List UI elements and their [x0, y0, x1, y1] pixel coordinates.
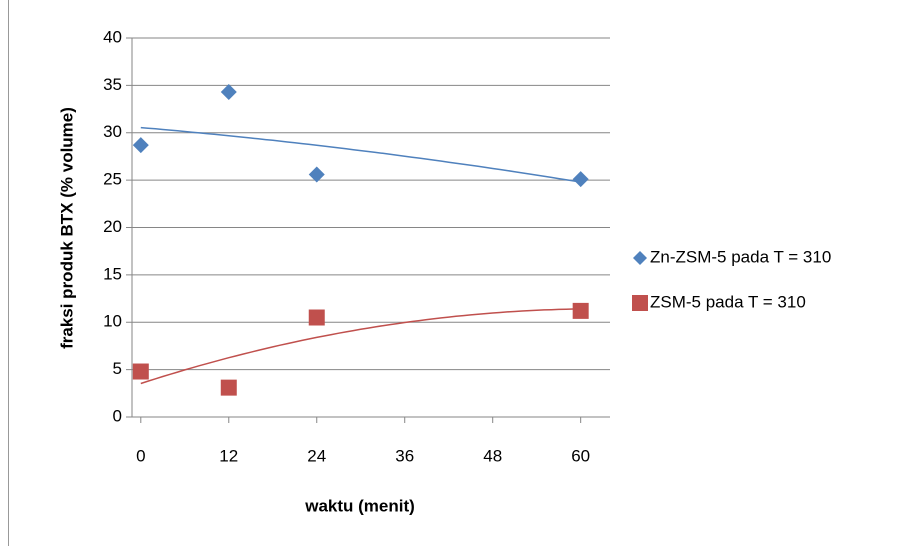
x-tick-label: 60: [571, 446, 590, 465]
x-axis-label: waktu (menit): [304, 496, 415, 515]
y-tick-label: 30: [103, 122, 122, 141]
trendline: [141, 128, 581, 183]
square-marker: [133, 364, 149, 380]
y-axis-label: fraksi produk BTX (% volume): [57, 107, 76, 349]
legend-marker: [633, 251, 647, 265]
y-tick-label: 25: [103, 170, 122, 189]
diamond-marker: [573, 171, 589, 187]
y-tick-label: 10: [103, 312, 122, 331]
legend-label: ZSM-5 pada T = 310: [650, 292, 806, 311]
x-tick-label: 0: [136, 446, 145, 465]
square-marker: [221, 380, 237, 396]
square-marker: [309, 310, 325, 326]
trendline: [141, 309, 581, 384]
x-tick-label: 24: [307, 446, 326, 465]
y-tick-label: 15: [103, 264, 122, 283]
x-tick-label: 48: [483, 446, 502, 465]
y-tick-label: 40: [103, 27, 122, 46]
x-tick-label: 36: [395, 446, 414, 465]
page: {"chart_data": {"type": "scatter", "x_la…: [0, 0, 900, 546]
square-marker: [573, 303, 589, 319]
diamond-marker: [221, 84, 237, 100]
y-tick-label: 20: [103, 217, 122, 236]
legend-label: Zn-ZSM-5 pada T = 310: [650, 247, 831, 266]
y-tick-label: 0: [113, 406, 122, 425]
x-tick-label: 12: [219, 446, 238, 465]
legend-marker: [632, 295, 648, 311]
y-tick-label: 35: [103, 75, 122, 94]
diamond-marker: [133, 137, 149, 153]
y-tick-label: 5: [113, 359, 122, 378]
chart: waktu (menit) fraksi produk BTX (% volum…: [0, 0, 900, 546]
